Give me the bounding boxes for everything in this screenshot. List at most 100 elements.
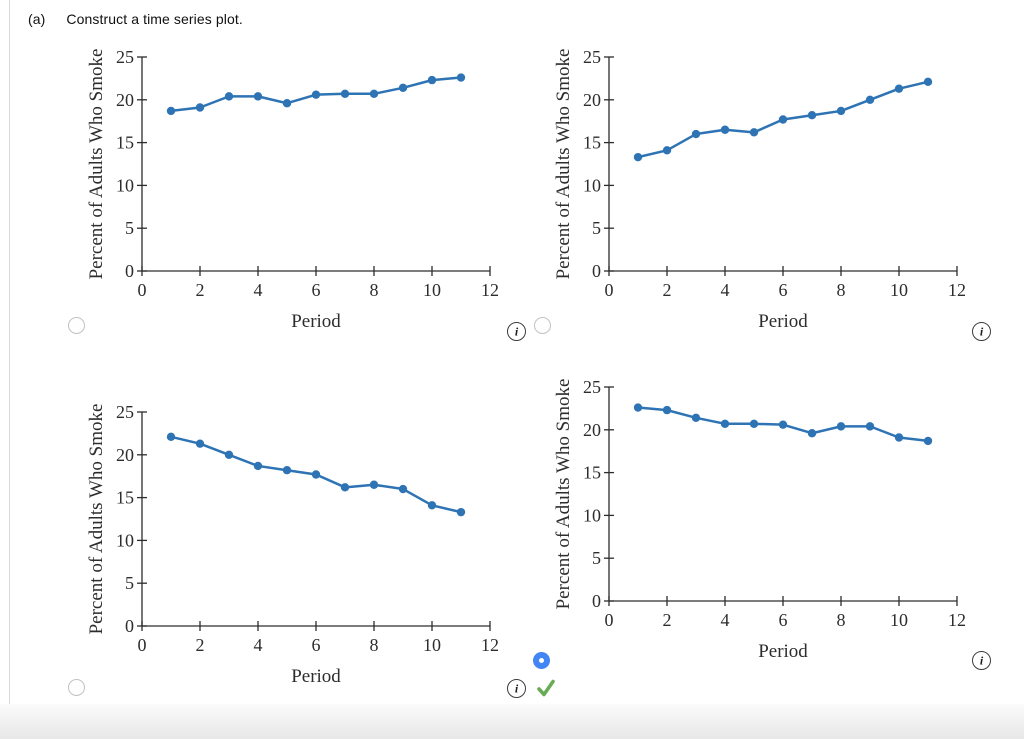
x-tick-label: 6	[312, 635, 321, 655]
data-point	[456, 507, 466, 517]
option-radio-bottom-left[interactable]	[68, 679, 85, 696]
time-series-chart-top-left: 0 2 4 6 8 10 12 0 5 10 15 20 25 Period Percent of Adul…	[86, 47, 499, 332]
data-point	[282, 466, 292, 475]
data-point	[253, 92, 263, 101]
y-axis-label: Percent of Adults Who Smoke	[86, 49, 107, 280]
info-icon-glyph: i	[979, 653, 984, 667]
info-icon-top-right[interactable]: i	[972, 322, 991, 341]
y-axis-label: Percent of Adults Who Smoke	[553, 379, 574, 610]
info-icon-glyph: i	[979, 324, 984, 338]
data-point	[253, 461, 263, 471]
y-tick-label: 20	[583, 420, 601, 440]
data-point	[340, 483, 350, 492]
data-point	[691, 413, 701, 423]
data-point	[836, 422, 846, 431]
x-axis-label: Period	[758, 641, 808, 662]
question-part-label: (a)	[28, 11, 46, 27]
data-point	[195, 103, 205, 112]
x-tick-label: 4	[721, 610, 730, 630]
data-point	[282, 99, 292, 108]
info-icon-glyph: i	[514, 324, 519, 338]
x-tick-label: 4	[254, 635, 263, 655]
x-tick-label: 0	[605, 610, 614, 630]
x-tick-label: 6	[779, 610, 788, 630]
x-tick-label: 6	[779, 280, 788, 300]
x-tick-label: 12	[481, 635, 499, 655]
question-header: (a) Construct a time series plot.	[28, 11, 243, 27]
x-tick-label: 10	[890, 280, 908, 300]
data-point	[311, 90, 321, 99]
y-tick-label: 0	[592, 591, 601, 611]
data-point	[369, 89, 379, 99]
y-tick-label: 0	[125, 261, 134, 281]
y-axis-label: Percent of Adults Who Smoke	[86, 404, 107, 635]
time-series-chart-bottom-right: 0 2 4 6 8 10 12 0 5 10 15 20 25 Period Percent of Adul…	[553, 377, 966, 662]
x-tick-label: 10	[890, 610, 908, 630]
y-tick-label: 10	[116, 175, 134, 195]
data-point	[923, 436, 933, 446]
data-point	[398, 484, 408, 494]
x-tick-label: 12	[948, 610, 966, 630]
y-tick-label: 25	[583, 377, 601, 397]
y-tick-label: 5	[125, 573, 134, 593]
x-tick-label: 8	[837, 610, 846, 630]
data-point	[340, 89, 350, 99]
x-tick-label: 2	[196, 635, 205, 655]
data-point	[633, 152, 643, 162]
x-tick-label: 10	[423, 280, 441, 300]
data-point	[311, 470, 321, 479]
data-point	[662, 405, 672, 415]
info-icon-top-left[interactable]: i	[507, 322, 526, 341]
y-tick-label: 20	[116, 90, 134, 110]
option-radio-bottom-right[interactable]	[533, 652, 550, 669]
x-tick-label: 2	[196, 280, 205, 300]
y-tick-label: 5	[125, 218, 134, 238]
page-bottom-gradient	[0, 704, 1024, 739]
x-tick-label: 2	[663, 610, 672, 630]
x-axis-label: Period	[291, 311, 341, 332]
x-tick-label: 0	[138, 280, 147, 300]
data-point	[662, 146, 672, 155]
answer-option-top-left: 0 2 4 6 8 10 12 0 5 10 15 20 25 Period Percent of Adul…	[60, 30, 525, 340]
data-point	[369, 480, 379, 489]
x-tick-label: 12	[481, 280, 499, 300]
answer-option-top-right: 0 2 4 6 8 10 12 0 5 10 15 20 25 Period Percent of Adul…	[527, 30, 992, 340]
data-point	[166, 432, 176, 442]
data-point	[865, 95, 875, 105]
info-icon-bottom-right[interactable]: i	[972, 651, 991, 670]
option-radio-top-left[interactable]	[68, 317, 85, 334]
data-point	[865, 422, 875, 431]
data-point	[778, 420, 788, 429]
data-point	[195, 439, 205, 448]
x-tick-label: 0	[138, 635, 147, 655]
data-point	[456, 73, 466, 82]
y-tick-label: 10	[583, 175, 601, 195]
data-point	[807, 429, 817, 438]
data-point	[427, 75, 437, 85]
x-tick-label: 10	[423, 635, 441, 655]
correct-check-icon	[537, 679, 555, 697]
data-point	[749, 128, 759, 137]
info-icon-bottom-left[interactable]: i	[507, 679, 526, 698]
data-point	[633, 403, 643, 412]
panel-left-border	[9, 0, 10, 705]
y-tick-label: 15	[583, 463, 601, 483]
data-point	[224, 92, 234, 101]
data-point	[166, 106, 176, 116]
data-point	[398, 83, 408, 93]
y-tick-label: 10	[116, 530, 134, 550]
x-tick-label: 12	[948, 280, 966, 300]
data-point	[691, 129, 701, 139]
y-tick-label: 10	[583, 505, 601, 525]
data-point	[720, 125, 730, 134]
x-tick-label: 8	[370, 280, 379, 300]
y-tick-label: 15	[116, 488, 134, 508]
x-tick-label: 8	[837, 280, 846, 300]
data-point	[894, 433, 904, 442]
x-tick-label: 4	[254, 280, 263, 300]
data-point	[427, 501, 437, 510]
option-radio-top-right[interactable]	[534, 317, 551, 334]
y-tick-label: 20	[583, 90, 601, 110]
info-icon-glyph: i	[514, 681, 519, 695]
answer-option-bottom-left: 0 2 4 6 8 10 12 0 5 10 15 20 25 Period Percent of Adul…	[60, 385, 525, 695]
